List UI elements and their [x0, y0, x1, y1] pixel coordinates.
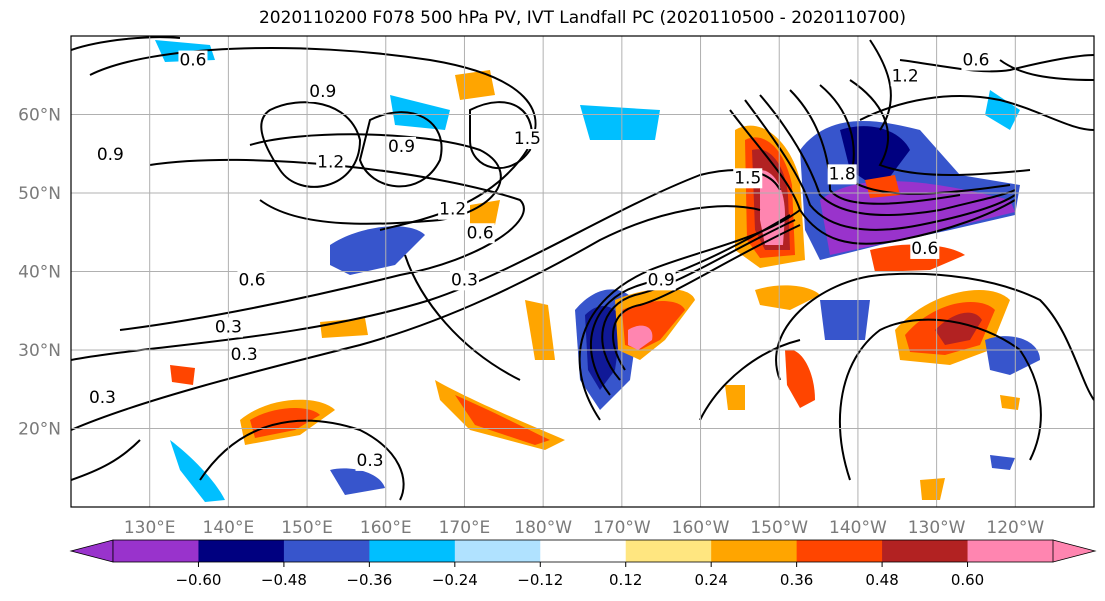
map-frame	[70, 35, 1095, 508]
contour-label: 0.6	[467, 223, 494, 243]
lon-tick-label: 140°E	[203, 518, 255, 538]
chart-title: 2020110200 F078 500 hPa PV, IVT Landfall…	[258, 8, 906, 28]
lon-tick-label: 130°E	[124, 518, 176, 538]
lon-tick-label: 160°E	[360, 518, 412, 538]
colorbar-segment	[283, 540, 370, 562]
contour-label: 0.3	[231, 345, 258, 365]
axis-tick-labels: 130°E 140°E 150°E 160°E 170°E 180°W 170°W 160°W…	[18, 106, 1044, 539]
colorbar-segment	[882, 540, 969, 562]
contour-label-bg	[386, 136, 417, 157]
lon-tick-label: 130°W	[908, 518, 966, 538]
contour-label: 0.3	[215, 317, 242, 337]
lat-tick-label: 60°N	[18, 106, 61, 126]
lon-tick-label: 180°W	[514, 518, 572, 538]
lon-tick-label: 170°W	[593, 518, 651, 538]
contour-label-bg	[237, 270, 267, 291]
contour-label-bg	[178, 50, 208, 71]
contour-label: 0.6	[962, 51, 989, 71]
lon-tick-label: 150°W	[750, 518, 808, 538]
contour-label: 0.3	[357, 451, 384, 471]
contour-label: 0.9	[97, 145, 124, 165]
colorbar-tick-label: −0.36	[346, 571, 392, 589]
contour-label-bg	[438, 199, 468, 220]
contour-label-bg	[646, 270, 676, 291]
contour-label: 0.6	[179, 51, 206, 71]
lon-tick-label: 170°E	[439, 518, 491, 538]
colorbar-extend-low	[69, 539, 114, 563]
contour-label-bg	[961, 50, 991, 71]
contour-label-bg	[308, 81, 338, 102]
contour-label: 1.5	[514, 129, 541, 149]
contour-label: 1.5	[734, 168, 761, 188]
colorbar-segment	[711, 540, 798, 562]
colorbar-segment	[540, 540, 627, 562]
contour-labels: 0.60.90.91.20.9 1.51.20.60.30.60.30.30.30…	[87, 50, 991, 471]
contour-label: 0.9	[648, 270, 675, 290]
colorbar: −0.60 −0.48 −0.36 −0.24 −0.12 0.12 0.24 0.36 0.4…	[69, 539, 1097, 589]
contour-label-bg	[465, 223, 495, 244]
contour-label: 0.9	[309, 82, 336, 102]
contour-label-bg	[213, 317, 243, 338]
lat-tick-label: 30°N	[18, 341, 61, 361]
contour-label: 1.2	[439, 200, 466, 220]
contour-label-bg	[449, 270, 479, 291]
contour-label: 0.3	[451, 270, 478, 290]
colorbar-tick-label: −0.48	[261, 571, 307, 589]
colorbar-tick-label: −0.60	[175, 571, 221, 589]
colorbar-segment	[198, 540, 285, 562]
colorbar-tick-label: −0.24	[432, 571, 478, 589]
contour-label-bg	[890, 66, 920, 87]
contour-label: 1.8	[829, 164, 856, 184]
colorbar-tick-label: 0.48	[865, 571, 898, 589]
contour-label: 0.9	[388, 137, 415, 157]
colorbar-segment	[967, 540, 1054, 562]
contour-label-bg	[95, 144, 125, 165]
colorbar-segment	[796, 540, 883, 562]
colorbar-tick-label: 0.36	[780, 571, 813, 589]
contour-label: 0.6	[238, 270, 265, 290]
colorbar-extend-high	[1052, 539, 1097, 563]
colorbar-tick-label: 0.60	[951, 571, 984, 589]
contour-label-bg	[910, 238, 940, 259]
contour-label-bg	[355, 450, 385, 471]
lon-tick-label: 160°W	[672, 518, 730, 538]
contour-label: 0.3	[89, 388, 116, 408]
lon-tick-label: 140°W	[829, 518, 887, 538]
contour-label: 0.6	[911, 239, 938, 259]
lat-tick-label: 40°N	[18, 263, 61, 283]
colorbar-tick-label: 0.24	[694, 571, 727, 589]
colorbar-segment	[369, 540, 456, 562]
contour-label-bg	[733, 168, 763, 189]
contour-label: 1.2	[317, 153, 344, 173]
contour-label: 1.2	[892, 66, 919, 86]
contour-label-bg	[316, 152, 346, 173]
colorbar-tick-label: −0.12	[517, 571, 563, 589]
colorbar-segment	[625, 540, 712, 562]
lat-tick-label: 50°N	[18, 184, 61, 204]
contour-label-bg	[229, 344, 259, 365]
colorbar-segment	[454, 540, 541, 562]
lon-tick-label: 150°E	[281, 518, 333, 538]
colorbar-tick-label: 0.12	[609, 571, 642, 589]
colorbar-frame	[112, 539, 1054, 563]
contour-label-bg	[827, 164, 857, 185]
colorbar-segment	[113, 540, 199, 562]
lat-tick-label: 20°N	[18, 420, 61, 440]
contour-label-bg	[512, 129, 542, 150]
lon-tick-label: 120°W	[986, 518, 1044, 538]
contour-label-bg	[87, 388, 118, 409]
